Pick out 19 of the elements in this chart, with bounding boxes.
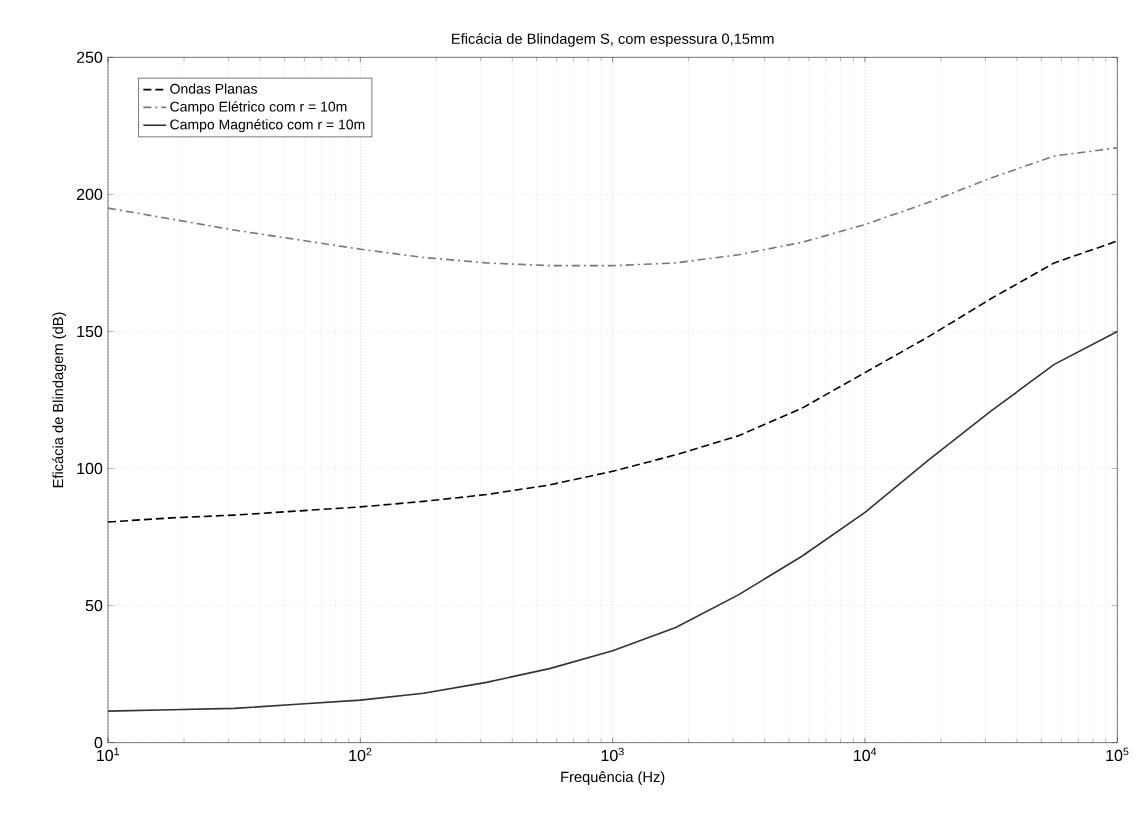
legend-label: Campo Magnético com r = 10m: [170, 119, 365, 133]
chart-title: Eficácia de Blindagem S, com espessura 0,15mm: [452, 33, 774, 47]
x-tick-label: 10$^{2}$: [349, 747, 372, 762]
y-tick-label: 100: [77, 463, 103, 475]
legend-label: Campo Elétrico com r = 10m: [170, 101, 347, 115]
x-tick-label: 10$^{4}$: [854, 747, 877, 762]
line-series: [108, 147, 1118, 267]
y-tick-label: 200: [76, 188, 103, 201]
y-tick-label: 250: [76, 51, 103, 64]
y-tick-label: 50: [85, 600, 103, 612]
y-tick-label: 0: [94, 737, 103, 749]
x-tick-label: 10$^{1}$: [97, 747, 120, 762]
x-tick-label: 10$^{3}$: [601, 747, 624, 762]
line-series: [108, 330, 1118, 713]
x-axis-title: Frequência (Hz): [561, 771, 665, 786]
y-axis-title: Eficácia de Blindagem (dB): [52, 312, 67, 488]
y-tick-label: 150: [77, 325, 103, 338]
x-tick-label: 10$^{5}$: [1106, 747, 1129, 762]
legend-label: Ondas Planas: [170, 83, 257, 94]
